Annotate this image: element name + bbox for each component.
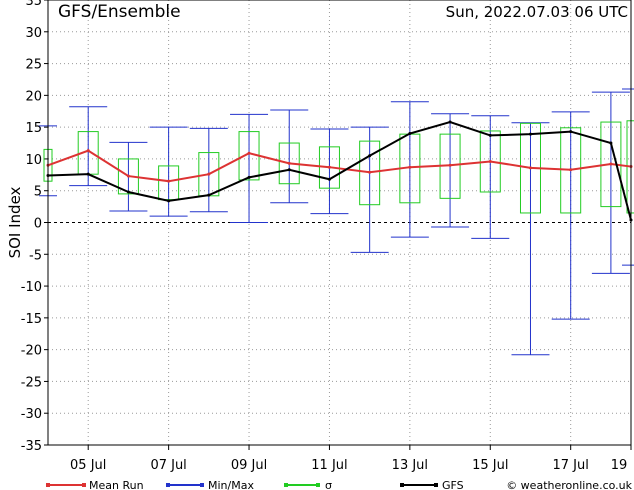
run-info: Sun, 2022.07.03 06 UTC [446, 3, 628, 21]
gfs-point [247, 175, 251, 179]
mean-point [207, 172, 211, 176]
gfs-point [368, 154, 372, 158]
mean-point [167, 179, 171, 183]
gfs-point [488, 133, 492, 137]
y-tick-label: -5 [29, 248, 42, 263]
gfs-point [528, 132, 532, 136]
min-max-series [39, 88, 634, 356]
x-tick-label: 05 Jul [70, 458, 106, 473]
gfs-point [167, 199, 171, 203]
gfs-point [287, 168, 291, 172]
mean-point [126, 174, 130, 178]
legend-sigma-marker-right [316, 483, 320, 487]
gfs-point [327, 177, 331, 181]
legend-sigma: σ [284, 479, 332, 490]
chart-title: GFS/Ensemble [58, 2, 181, 22]
grid [48, 0, 631, 445]
mean-point [247, 151, 251, 155]
y-tick-label: 10 [25, 153, 42, 168]
legend-sigma-label: σ [325, 479, 332, 490]
x-tick-label: 09 Jul [231, 458, 267, 473]
x-tick-label: 11 Jul [311, 458, 347, 473]
legend: Mean Run Min/Max σ GFS © weatheronline.c… [46, 479, 633, 490]
legend-gfs-marker-left [400, 483, 404, 487]
gfs-point [86, 172, 90, 176]
y-tick-label: 35 [25, 0, 42, 9]
mean-point [368, 170, 372, 174]
mean-point [528, 166, 532, 170]
y-axis-ticks: 35 30 25 20 15 10 5 0 -5 -10 -15 -20 -25 -30 -35 [21, 0, 48, 454]
mean-point [287, 161, 291, 165]
y-tick-label: -10 [21, 280, 42, 295]
y-tick-label: -35 [21, 439, 42, 454]
y-tick-label: 30 [25, 26, 42, 41]
gfs-line [47, 121, 632, 221]
legend-minmax: Min/Max [166, 479, 254, 490]
gfs-point [408, 132, 412, 135]
x-axis-ticks: 05 Jul 07 Jul 09 Jul 11 Jul 13 Jul 15 Jul 17 J… [70, 445, 632, 473]
legend-minmax-label: Min/Max [208, 479, 254, 490]
legend-minmax-marker-right [200, 483, 204, 487]
x-tick-label: 07 Jul [150, 458, 186, 473]
legend-mean-label: Mean Run [89, 479, 144, 490]
y-tick-label: 25 [25, 58, 42, 73]
sigma-box [359, 140, 381, 206]
mean-point [488, 159, 492, 163]
legend-minmax-marker-left [166, 483, 170, 487]
y-tick-label: -15 [21, 312, 42, 327]
legend-mean-marker-right [82, 483, 86, 487]
mean-point [86, 149, 90, 153]
gfs-point [609, 141, 613, 145]
credit-text: © weatheronline.co.uk [506, 479, 632, 490]
y-tick-label: -30 [21, 407, 42, 422]
legend-gfs-marker-right [434, 483, 438, 487]
mean-run-line [47, 149, 632, 183]
y-tick-label: -20 [21, 344, 42, 359]
legend-mean-marker-left [46, 483, 50, 487]
mean-point [609, 162, 613, 166]
y-tick-label: 20 [25, 89, 42, 104]
legend-mean: Mean Run [46, 479, 144, 490]
legend-gfs: GFS [400, 479, 464, 490]
x-tick-label: 19 [611, 458, 628, 473]
x-tick-label: 17 Jul [553, 458, 589, 473]
mean-point [569, 168, 573, 172]
mean-point [327, 165, 331, 169]
y-axis-label: SOI Index [6, 186, 24, 258]
legend-gfs-label: GFS [442, 479, 464, 490]
mean-point [408, 165, 412, 169]
y-tick-label: -25 [21, 375, 42, 390]
plot-frame [47, 0, 632, 446]
gfs-point [569, 130, 573, 134]
gfs-point [207, 193, 211, 197]
gfs-point [448, 120, 452, 124]
mean-point [448, 163, 452, 167]
x-tick-label: 15 Jul [472, 458, 508, 473]
x-tick-label: 13 Jul [392, 458, 428, 473]
y-tick-label: 5 [34, 185, 42, 200]
y-tick-label: 0 [34, 217, 42, 232]
sigma-series [43, 120, 634, 214]
y-tick-label: 15 [25, 121, 42, 136]
gfs-point [126, 190, 130, 194]
sigma-box [560, 127, 582, 214]
legend-sigma-marker-left [284, 483, 288, 487]
